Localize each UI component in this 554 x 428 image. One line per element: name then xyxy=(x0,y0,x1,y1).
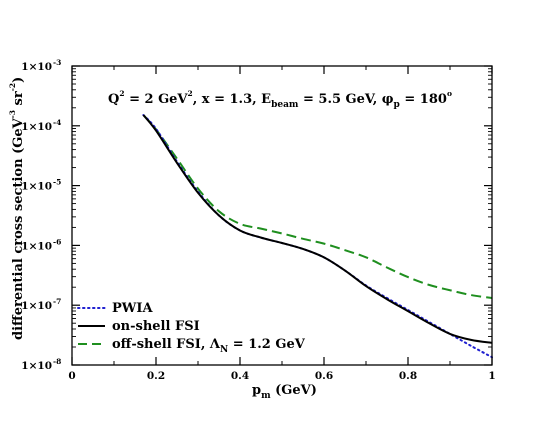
y-tick-exponent: -4 xyxy=(53,118,61,127)
legend-label-on-shell: on-shell FSI xyxy=(112,319,200,334)
y-tick-exponent: -6 xyxy=(53,237,61,246)
series-line-2 xyxy=(142,114,493,300)
plot-frame xyxy=(71,65,493,366)
y-tick-exponent: -7 xyxy=(53,297,61,306)
legend-label-off-shell: off-shell FSI, ΛN = 1.2 GeV xyxy=(112,337,306,355)
plot-annotation: Q2 = 2 GeV2, x = 1.3, Ebeam = 5.5 GeV, φ… xyxy=(108,89,452,110)
x-tick-label: 0.2 xyxy=(147,370,165,382)
x-tick-label: 1 xyxy=(488,370,495,382)
y-tick-label: 1×10 xyxy=(21,240,52,252)
legend-label-pwia: PWIA xyxy=(112,301,153,316)
y-axis-label: differential cross section (GeV-3 sr-2) xyxy=(8,77,26,340)
y-tick-label: 1×10 xyxy=(21,360,52,372)
x-tick-label: 0.8 xyxy=(399,370,417,382)
y-tick-label: 1×10 xyxy=(21,181,52,193)
x-tick-label: 0 xyxy=(68,370,75,382)
series-line-1 xyxy=(142,114,493,344)
y-tick-label: 1×10 xyxy=(21,61,52,73)
x-axis-label: pm (GeV) xyxy=(252,383,317,401)
y-tick-label: 1×10 xyxy=(21,300,52,312)
x-tick-labels: 0 0.2 0.4 0.6 0.8 1 xyxy=(68,370,495,382)
x-tick-label: 0.4 xyxy=(231,370,249,382)
y-tick-label: 1×10 xyxy=(21,121,52,133)
x-tick-label: 0.6 xyxy=(315,370,333,382)
y-tick-exponent: -8 xyxy=(53,357,61,366)
y-tick-exponent: -3 xyxy=(53,58,61,67)
y-tick-exponent: -5 xyxy=(53,178,61,187)
legend: PWIA on-shell FSI off-shell FSI, ΛN = 1.… xyxy=(77,301,306,355)
y-tick-labels: 1×10 -81×10 -71×10 -61×10 -51×10 -41×10 -3 xyxy=(21,58,61,372)
series-layer xyxy=(142,114,493,359)
